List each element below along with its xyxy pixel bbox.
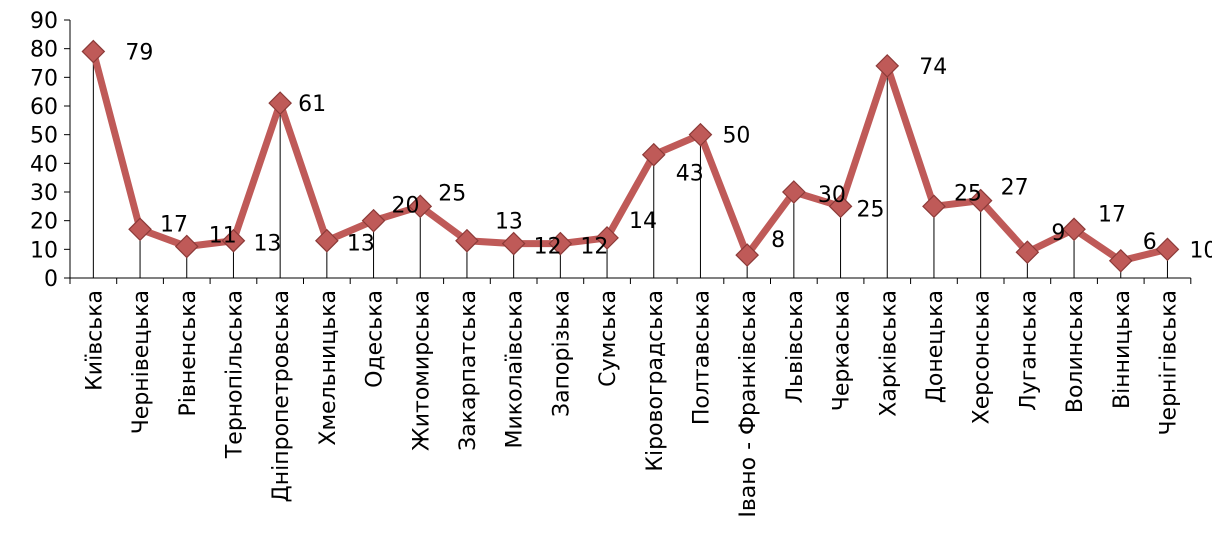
data-point-marker	[268, 91, 292, 115]
data-point-marker	[81, 39, 106, 64]
data-point-marker	[1155, 237, 1180, 262]
data-point-marker	[174, 234, 199, 259]
y-tick-label: 10	[30, 238, 58, 263]
data-labels: 79 17 11 13 61 13 20 25 13 12 12 14 43 50 8 30 25 74 25 27 9…	[125, 41, 1212, 264]
x-category-label: Вінницька	[1110, 290, 1135, 409]
series-group	[81, 39, 1180, 273]
data-point-marker	[595, 226, 619, 250]
x-category-label: Івано - Франківська	[736, 290, 761, 518]
data-label: 12	[534, 235, 562, 260]
data-label: 9	[1051, 221, 1065, 246]
x-category-label: Одеська	[363, 290, 388, 388]
y-tick-label: 60	[30, 95, 58, 120]
data-label: 30	[818, 183, 846, 208]
data-label: 74	[919, 55, 947, 80]
data-label: 17	[1098, 202, 1126, 227]
y-tick-label: 90	[30, 9, 58, 34]
data-label: 50	[722, 124, 750, 149]
data-point-marker	[548, 231, 573, 256]
data-label: 25	[438, 181, 466, 206]
x-category-label: Тернопільська	[222, 290, 247, 459]
data-point-marker	[875, 54, 900, 78]
x-category-label: Волинська	[1063, 290, 1088, 413]
y-tick-label: 40	[30, 152, 58, 177]
x-category-label: Полтавська	[689, 290, 714, 425]
x-category-label: Харківська	[876, 290, 901, 417]
x-category-label: Житомирська	[409, 290, 434, 451]
data-point-marker	[221, 228, 246, 253]
data-point-marker	[501, 231, 526, 256]
data-label: 17	[160, 212, 188, 237]
y-tick-label: 70	[30, 66, 58, 91]
x-category-label: Львівська	[783, 290, 808, 403]
series-line	[89, 48, 1171, 265]
x-category-label: Луганська	[1016, 290, 1041, 411]
x-category-label: Київська	[82, 290, 107, 391]
data-point-marker	[1062, 217, 1086, 242]
axes: 0 10 20 30 40 50 60 70 80 90	[30, 9, 1192, 292]
y-tick-label: 0	[44, 267, 58, 292]
y-tick-label: 50	[30, 124, 58, 149]
data-label: 27	[1001, 176, 1029, 201]
x-category-label: Кіровоградська	[643, 290, 668, 472]
x-category-label: Миколаївська	[503, 290, 528, 448]
x-category-label: Дніпропетровська	[269, 290, 294, 502]
data-label: 13	[253, 232, 281, 257]
data-point-marker	[315, 228, 339, 253]
data-label: 11	[209, 223, 237, 248]
y-tick-label: 80	[30, 38, 58, 63]
data-point-marker	[128, 217, 152, 242]
data-label: 79	[125, 41, 153, 66]
x-category-label: Черкаська	[830, 290, 855, 411]
y-tick-label: 20	[30, 210, 58, 235]
data-point-marker	[455, 228, 479, 253]
data-point-marker	[688, 122, 713, 147]
data-point-marker	[1015, 240, 1040, 265]
data-point-marker	[735, 243, 759, 267]
x-category-label: Чернівецька	[129, 290, 154, 434]
data-point-marker	[408, 194, 433, 219]
data-label: 10	[1189, 238, 1212, 263]
data-point-marker	[828, 194, 853, 219]
data-label: 25	[954, 181, 982, 206]
data-label: 14	[629, 209, 657, 234]
data-label: 13	[495, 210, 523, 235]
data-label: 43	[676, 162, 704, 187]
data-point-marker	[782, 180, 806, 204]
category-labels: Київська Чернівецька Рівненська Тернопільсь…	[82, 290, 1181, 518]
data-point-marker	[1108, 248, 1133, 273]
x-category-label: Донецька	[923, 290, 948, 403]
data-label: 25	[857, 197, 885, 222]
x-category-label: Закарпатська	[456, 290, 481, 451]
data-label: 13	[347, 232, 375, 257]
x-category-label: Хмельницька	[316, 290, 341, 446]
data-point-marker	[641, 142, 666, 167]
x-category-label: Херсонська	[970, 290, 995, 424]
data-label: 20	[392, 194, 420, 219]
data-label: 6	[1143, 230, 1157, 255]
data-label: 61	[298, 92, 326, 117]
data-point-marker	[361, 208, 386, 233]
data-label: 12	[580, 235, 608, 260]
data-label: 8	[771, 228, 785, 253]
x-category-label: Сумська	[596, 290, 621, 387]
x-category-label: Рівненська	[176, 290, 201, 416]
x-category-label: Запорізька	[549, 290, 574, 417]
y-tick-label: 30	[30, 181, 58, 206]
x-category-label: Чернігівська	[1156, 290, 1181, 436]
data-point-marker	[922, 194, 946, 219]
data-point-marker	[968, 188, 993, 213]
